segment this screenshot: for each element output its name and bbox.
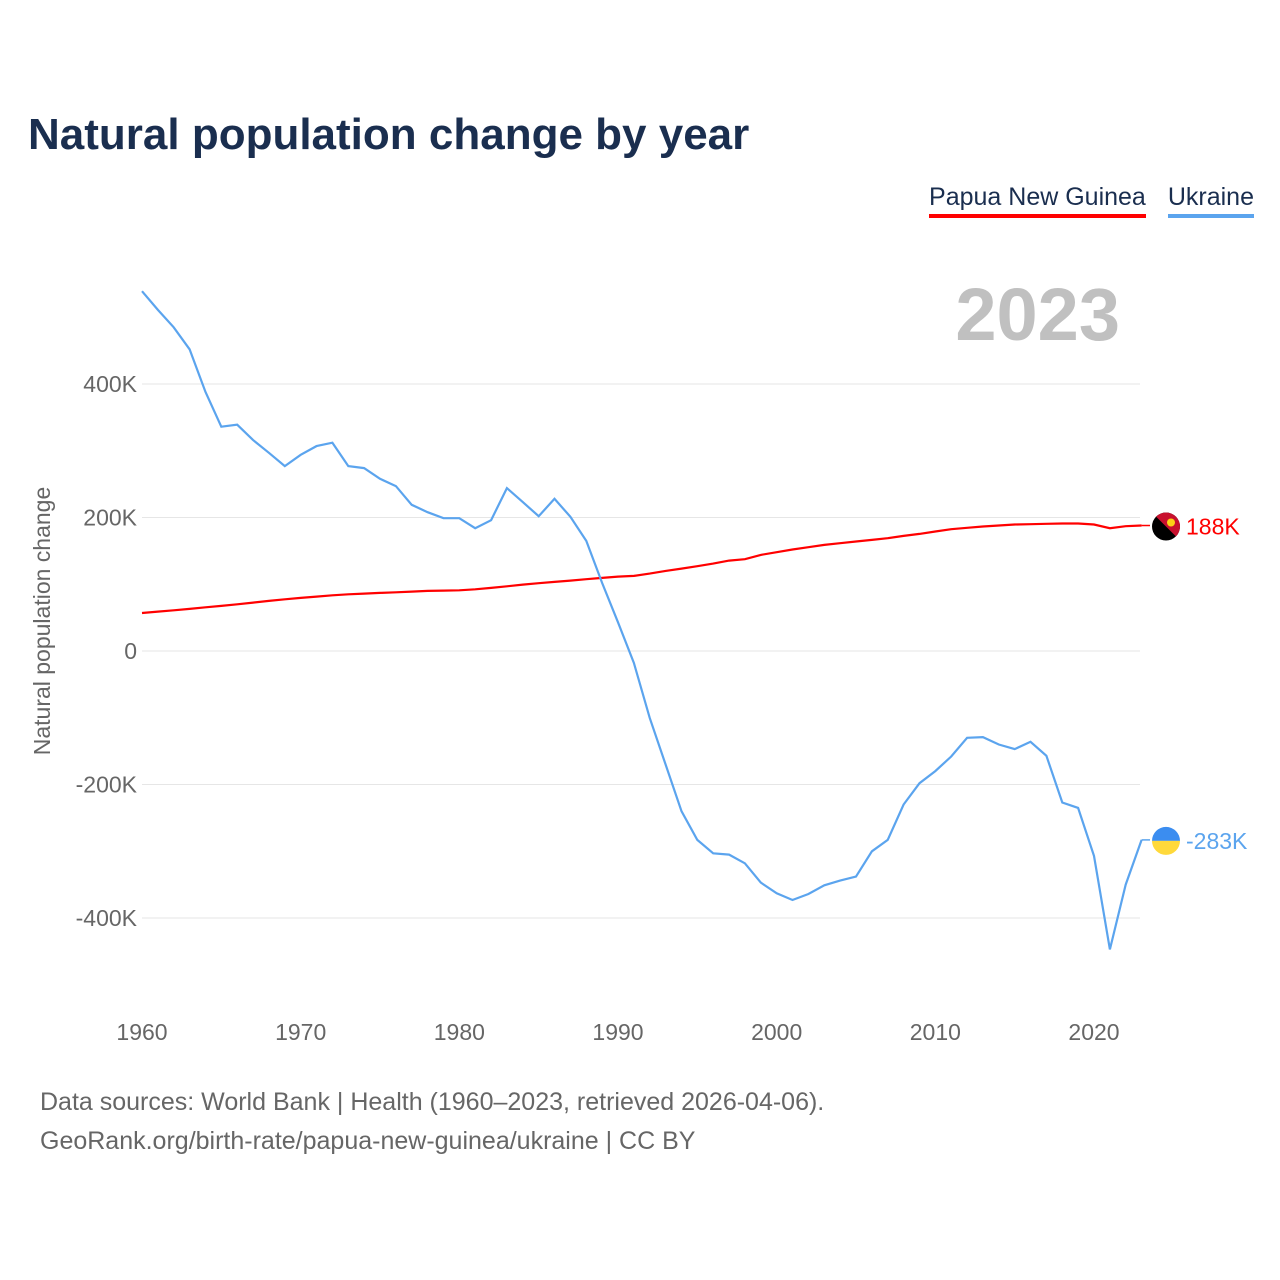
y-tick-label: 200K: [83, 505, 137, 531]
y-tick-label: -200K: [76, 772, 138, 798]
series-line-ukraine: [141, 290, 1143, 950]
y-tick-label: 400K: [83, 371, 137, 397]
year-label: 2023: [955, 273, 1120, 356]
x-tick-label: 1960: [116, 1019, 167, 1045]
y-tick-label: -400K: [76, 905, 138, 931]
x-tick-label: 1980: [434, 1019, 485, 1045]
series-line-papua-new-guinea: [141, 522, 1142, 615]
chart-title: Natural population change by year: [28, 110, 750, 159]
flag-ukraine-icon: [1152, 826, 1181, 841]
legend-item-ukraine[interactable]: Ukraine: [1167, 183, 1254, 218]
flag-bird: [1167, 518, 1175, 527]
flag-ukraine-yellow: [1152, 840, 1181, 855]
end-value-label: 188K: [1186, 514, 1240, 540]
legend-item-papua-new-guinea[interactable]: Papua New Guinea: [929, 183, 1146, 218]
x-tick-label: 2020: [1068, 1019, 1119, 1045]
source-link[interactable]: GeoRank.org/birth-rate/papua-new-guinea/…: [40, 1127, 696, 1155]
x-tick-label: 2000: [751, 1019, 802, 1045]
y-axis-label: Natural population change: [29, 487, 55, 756]
y-tick-label: 0: [124, 638, 137, 664]
x-tick-label: 2010: [910, 1019, 961, 1045]
end-value-label: -283K: [1186, 828, 1248, 854]
source-text: Data sources: World Bank | Health (1960–…: [40, 1088, 825, 1116]
legend: Papua New Guinea Ukraine: [929, 183, 1254, 218]
x-tick-label: 1990: [592, 1019, 643, 1045]
x-tick-label: 1970: [275, 1019, 326, 1045]
